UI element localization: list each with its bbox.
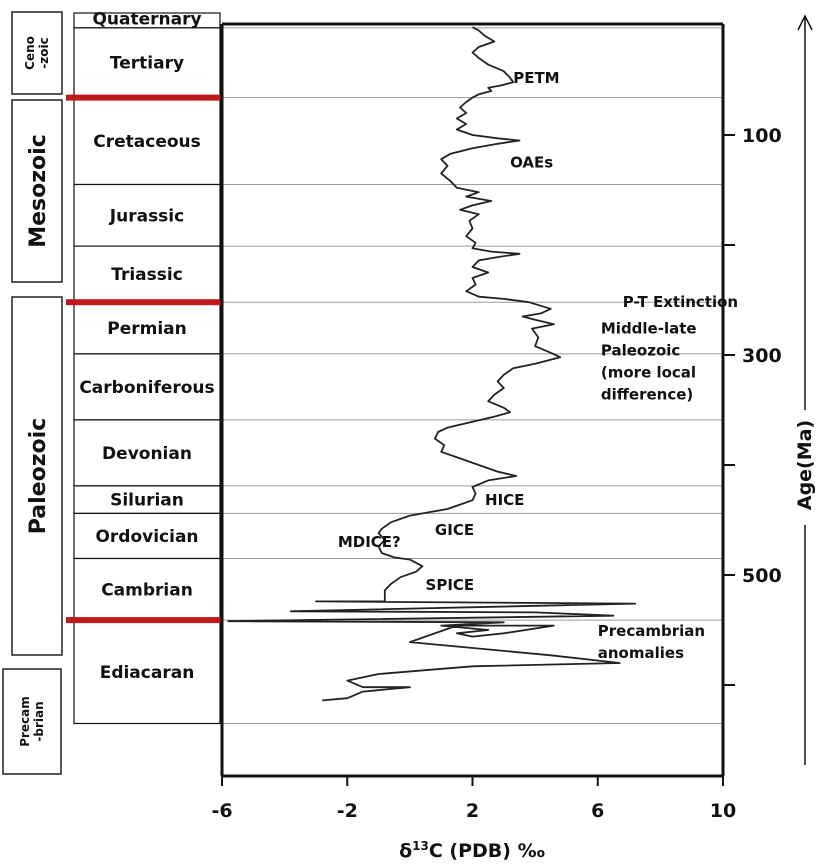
annotation-label: HICE (485, 491, 524, 509)
x-tick-label: 6 (591, 800, 604, 822)
annotation-label: anomalies (598, 644, 684, 662)
y-axis-title-group: Age(Ma) (794, 14, 816, 765)
era-label-precambrian: Precam-brian (18, 696, 46, 747)
annotation-label: Middle-late (601, 320, 697, 338)
era-box-cenozoic (11, 11, 63, 95)
period-label-cretaceous: Cretaceous (93, 132, 201, 152)
y-tick-label: 500 (742, 565, 782, 587)
period-box-carboniferous (73, 353, 221, 421)
period-box-silurian (73, 485, 221, 514)
period-label-devonian: Devonian (102, 444, 192, 464)
era-label-mesozoic: Mesozoic (26, 134, 51, 248)
annotation-label: Paleozoic (601, 342, 680, 360)
era-box-precambrian (2, 668, 62, 775)
annotation-label: SPICE (426, 576, 475, 594)
extinction-boundary-bar (66, 299, 222, 306)
annotation-label: MDICE? (338, 533, 401, 551)
period-label-ediacaran: Ediacaran (100, 663, 195, 683)
period-label-permian: Permian (107, 319, 187, 339)
x-tick-label: -6 (211, 800, 232, 822)
annotation-label: PETM (513, 69, 559, 87)
period-label-tertiary: Tertiary (110, 54, 184, 74)
era-label-line: -zoic (37, 37, 51, 68)
annotation-label: OAEs (510, 154, 553, 172)
period-label-carboniferous: Carboniferous (79, 378, 214, 398)
delta13c-curve (227, 26, 637, 702)
period-box-cambrian (73, 557, 221, 621)
annotation-label: Precambrian (598, 622, 705, 640)
period-label-quaternary: Quaternary (92, 9, 201, 29)
annotation-label: difference) (601, 386, 693, 404)
period-column: Quaternary Tertiary Cretaceous Jurassic Tria… (73, 9, 221, 725)
age-arrow-head-icon (797, 14, 813, 31)
x-tick-label: 10 (710, 800, 736, 822)
era-label-line: Ceno (23, 36, 37, 70)
extinction-boundary-bar (66, 617, 222, 624)
extinction-boundary-bar (66, 94, 222, 101)
y-tick-label: 100 (742, 125, 782, 147)
period-box-triassic (73, 245, 221, 303)
era-label-paleozoic: Paleozoic (26, 418, 51, 534)
delta13c-curve-group (227, 26, 637, 702)
annotation-label: GICE (435, 521, 474, 539)
era-label-line: Paleozoic (26, 418, 51, 534)
x-tick-label: -2 (337, 800, 358, 822)
period-box-ordovician (73, 512, 221, 560)
era-box-paleozoic (11, 296, 63, 656)
x-tick-label: 2 (466, 800, 479, 822)
era-column: Ceno-zoic Mesozoic Paleozoic Precam-brian (2, 11, 63, 775)
period-label-silurian: Silurian (110, 491, 184, 511)
period-label-ordovician: Ordovician (95, 527, 198, 547)
period-boundary-grid (66, 27, 723, 724)
y-tick-label: 300 (742, 345, 782, 367)
y-axis-title: Age(Ma) (794, 420, 816, 510)
period-label-cambrian: Cambrian (101, 580, 193, 600)
period-box-jurassic (73, 183, 221, 247)
era-box-mesozoic (11, 99, 63, 283)
x-axis-title: δ13C (PDB) ‰ (399, 839, 545, 862)
x-axis-ticks: -6 -2 2 6 10 (211, 776, 736, 822)
era-label-cenozoic: Ceno-zoic (23, 36, 51, 70)
era-label-line: Precam (18, 696, 32, 747)
era-label-line: -brian (32, 701, 46, 741)
y-axis-ticks: 100 300 500 (723, 125, 782, 686)
period-box-permian (73, 301, 221, 355)
annotations: PETM OAEs P-T Extinction Middle-late Paleozo… (338, 69, 738, 662)
period-label-jurassic: Jurassic (109, 206, 184, 226)
annotation-label: (more local (601, 364, 696, 382)
period-label-triassic: Triassic (111, 265, 183, 285)
annotation-label: P-T Extinction (623, 293, 738, 311)
period-box-ediacaran (73, 619, 221, 725)
era-label-line: Mesozoic (26, 134, 51, 248)
